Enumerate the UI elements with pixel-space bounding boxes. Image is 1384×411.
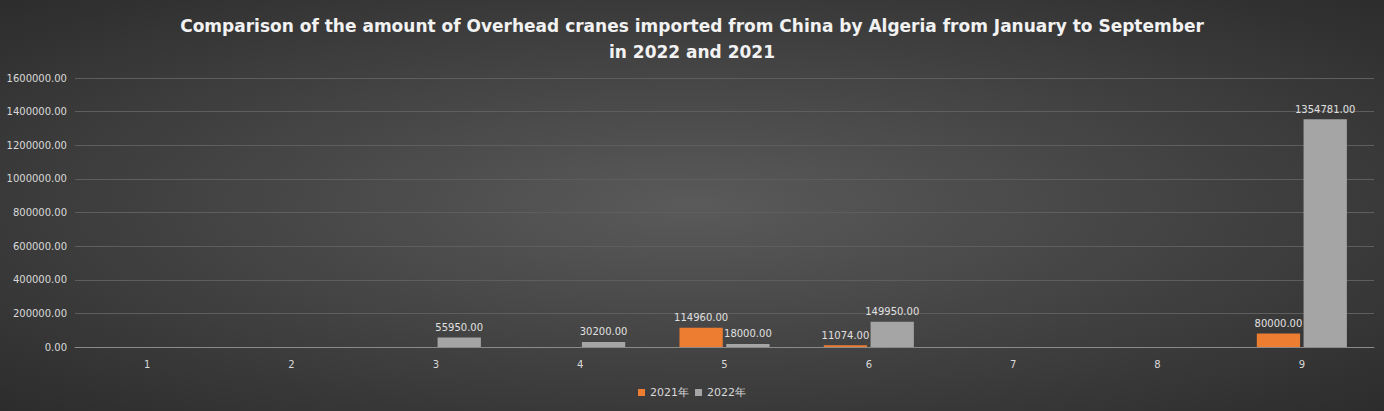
svg-text:30200.00: 30200.00 <box>580 326 628 337</box>
svg-text:1: 1 <box>144 359 150 370</box>
svg-text:2: 2 <box>288 359 294 370</box>
svg-text:400000.00: 400000.00 <box>13 274 67 285</box>
svg-text:9: 9 <box>1299 359 1305 370</box>
svg-text:200000.00: 200000.00 <box>13 308 67 319</box>
svg-text:11074.00: 11074.00 <box>822 330 870 341</box>
svg-text:1000000.00: 1000000.00 <box>7 173 67 184</box>
svg-text:149950.00: 149950.00 <box>865 306 919 317</box>
svg-text:7: 7 <box>1010 359 1016 370</box>
svg-text:800000.00: 800000.00 <box>13 207 67 218</box>
svg-text:0.00: 0.00 <box>45 342 67 353</box>
svg-text:3: 3 <box>433 359 439 370</box>
svg-text:Comparison of the amount of Ov: Comparison of the amount of Overhead cra… <box>180 16 1204 36</box>
svg-text:600000.00: 600000.00 <box>13 241 67 252</box>
svg-text:in 2022 and 2021: in 2022 and 2021 <box>609 42 775 62</box>
svg-text:1400000.00: 1400000.00 <box>7 106 67 117</box>
svg-text:1354781.00: 1354781.00 <box>1295 104 1355 115</box>
svg-text:114960.00: 114960.00 <box>674 312 728 323</box>
svg-text:80000.00: 80000.00 <box>1255 318 1303 329</box>
svg-text:1600000.00: 1600000.00 <box>7 73 67 84</box>
svg-text:5: 5 <box>721 359 727 370</box>
svg-text:18000.00: 18000.00 <box>724 328 772 339</box>
svg-text:6: 6 <box>866 359 872 370</box>
svg-text:4: 4 <box>577 359 583 370</box>
svg-text:8: 8 <box>1154 359 1160 370</box>
svg-text:1200000.00: 1200000.00 <box>7 140 67 151</box>
svg-text:2022年: 2022年 <box>707 386 746 399</box>
svg-text:2021年: 2021年 <box>650 386 689 399</box>
svg-text:55950.00: 55950.00 <box>435 322 483 333</box>
